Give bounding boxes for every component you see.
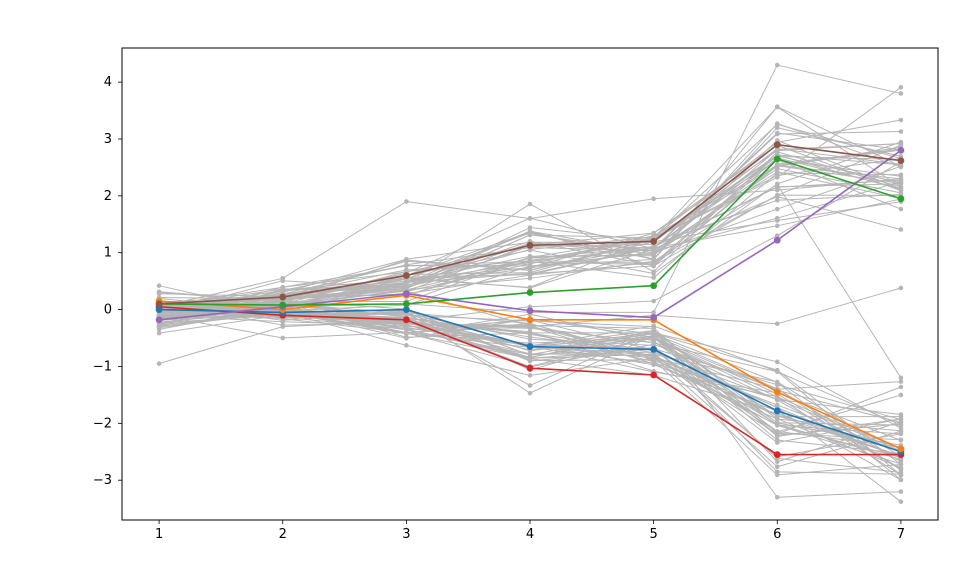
y-tick-label: 0 — [104, 303, 112, 318]
x-tick-label: 7 — [897, 527, 905, 542]
x-tick-label: 6 — [773, 527, 781, 542]
y-tick-label: 1 — [104, 246, 112, 261]
y-tick-label: 4 — [104, 75, 112, 90]
y-tick-label: −2 — [93, 416, 112, 431]
x-tick-label: 2 — [279, 527, 287, 542]
x-tick-label: 1 — [155, 527, 163, 542]
y-tick-label: 3 — [104, 132, 112, 147]
line-chart: 1 2 3 4 5 6 7 −3 −2 −1 0 1 2 3 4 — [0, 0, 972, 573]
y-tick-label: 2 — [104, 189, 112, 204]
x-tick-label: 4 — [526, 527, 534, 542]
y-tick-label: −3 — [93, 473, 112, 488]
x-tick-label: 5 — [649, 527, 657, 542]
chart-svg: 1 2 3 4 5 6 7 −3 −2 −1 0 1 2 3 4 — [0, 0, 972, 573]
x-tick-label: 3 — [402, 527, 410, 542]
y-tick-label: −1 — [93, 359, 112, 374]
